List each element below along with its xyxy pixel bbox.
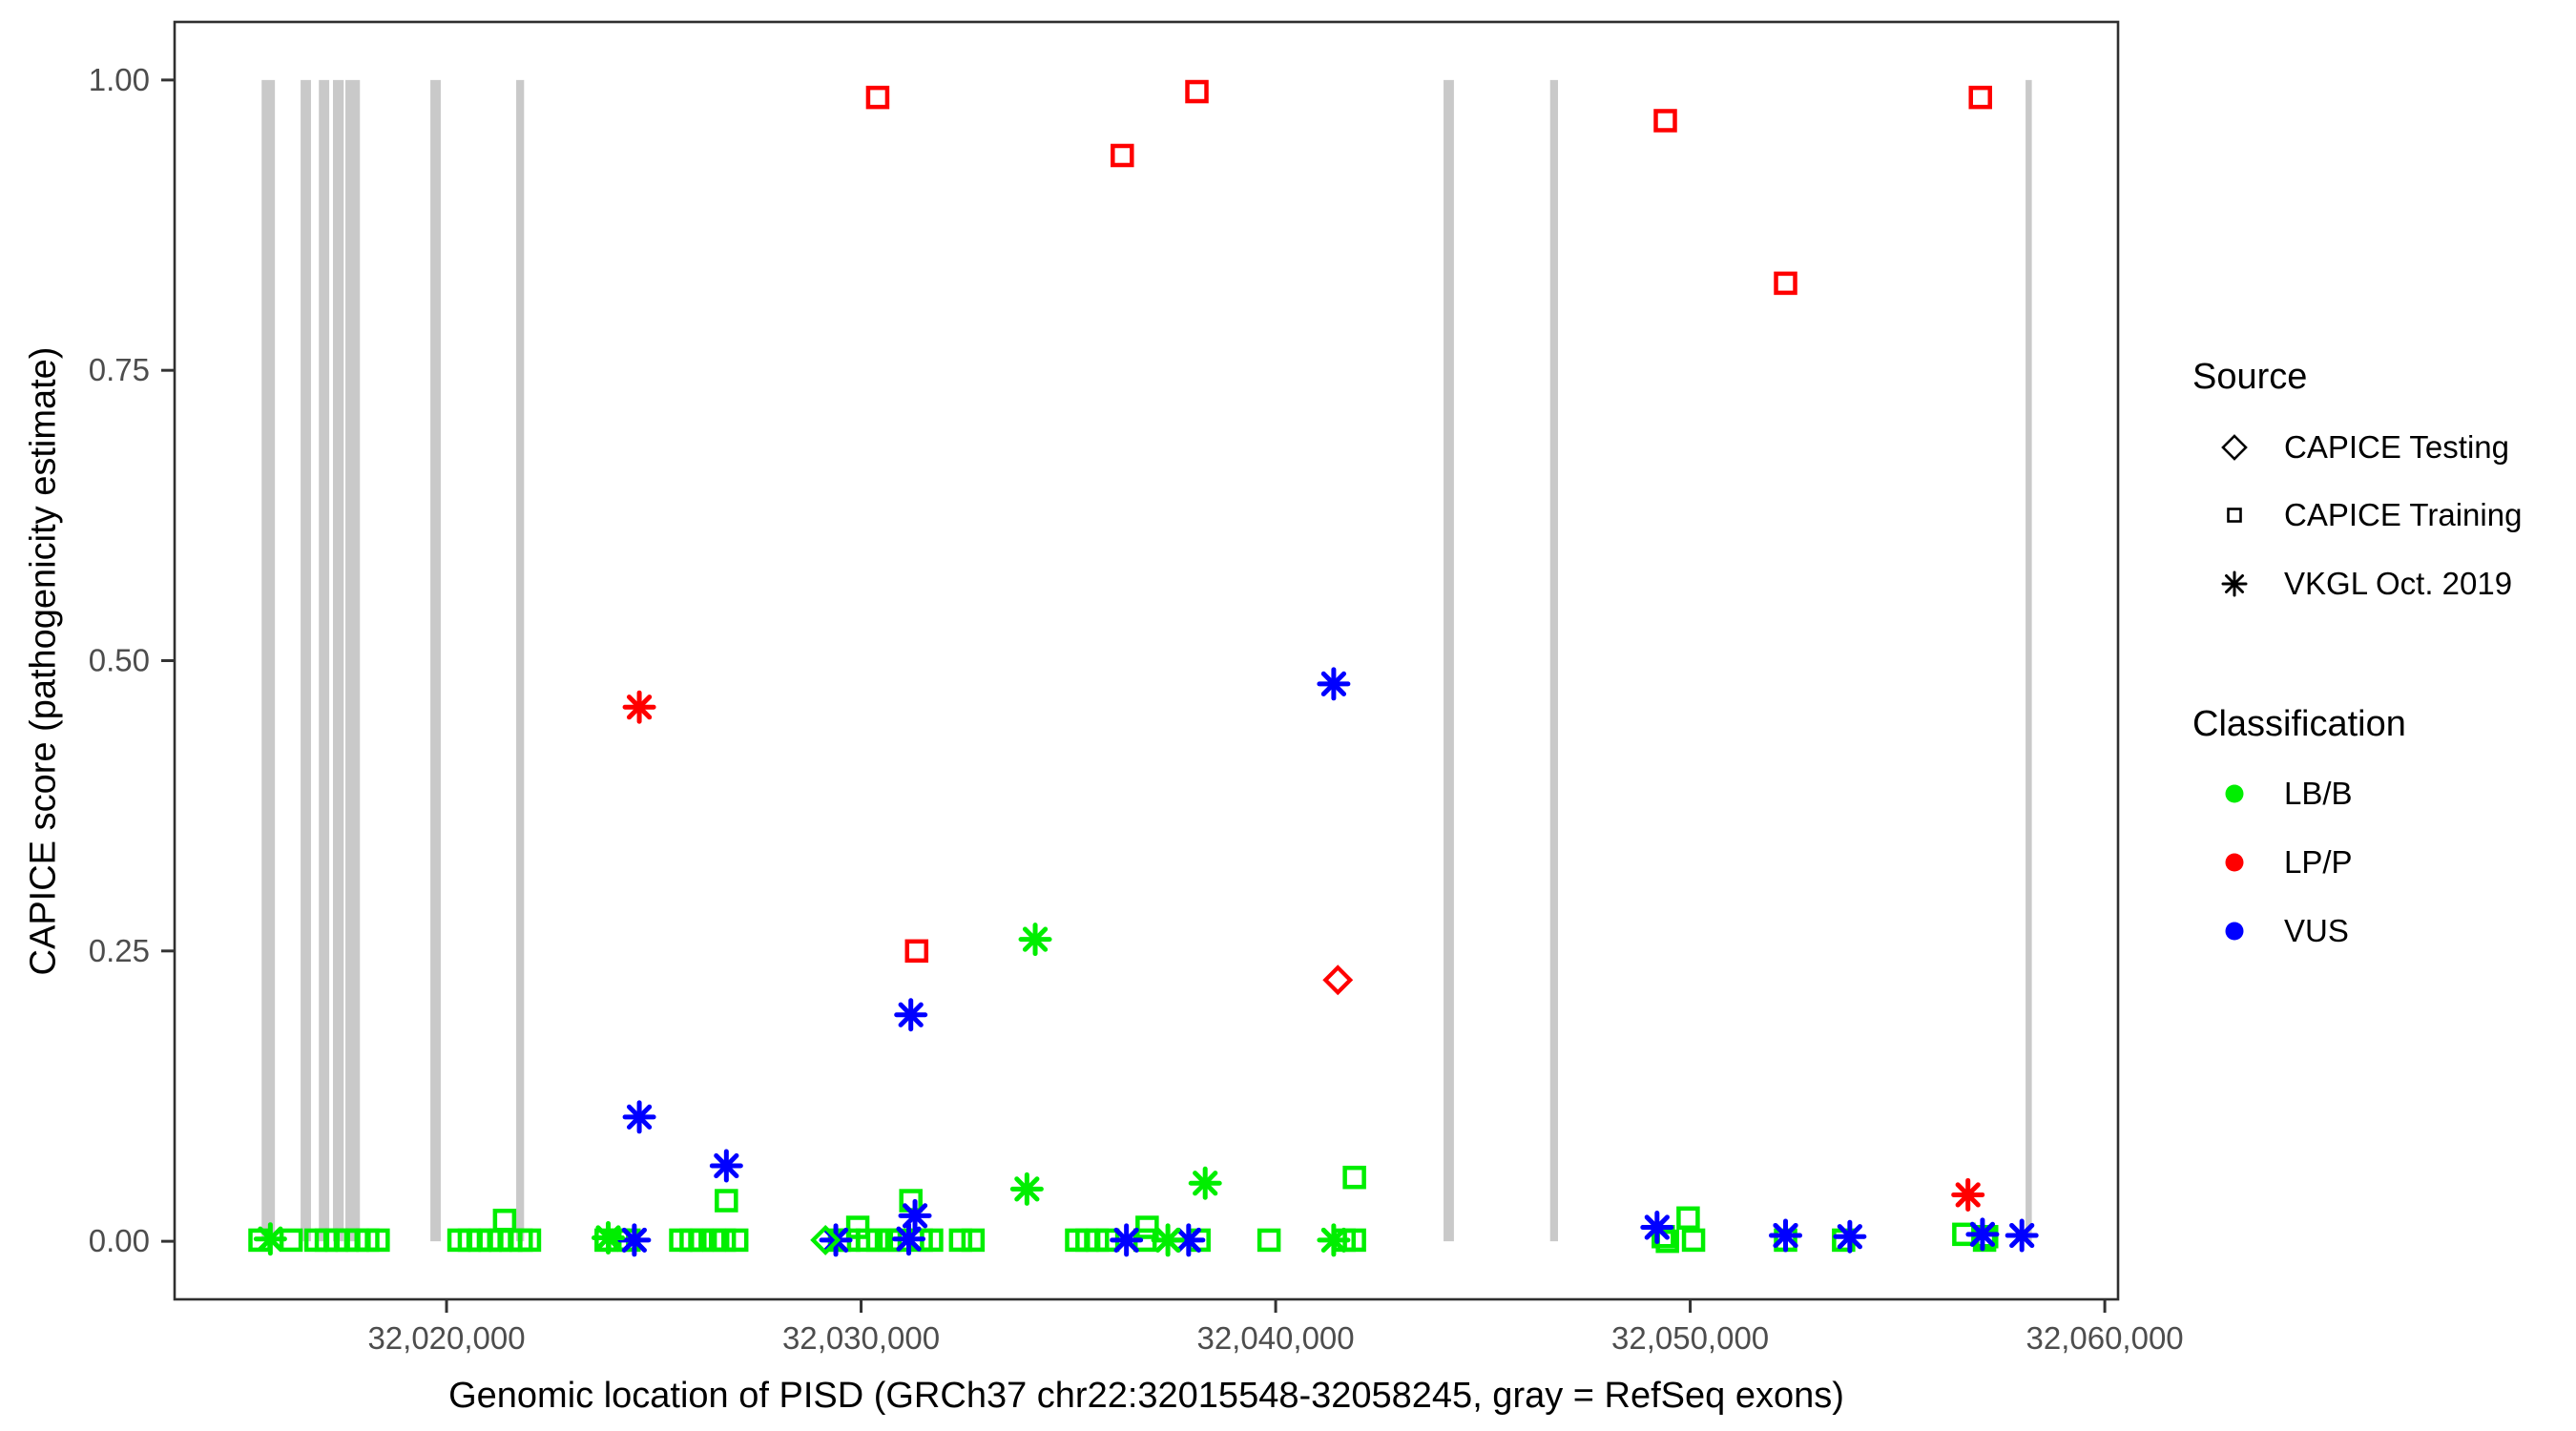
x-tick-label: 32,050,000: [1611, 1320, 1769, 1356]
legend-item-vkgl: VKGL Oct. 2019: [2213, 563, 2512, 605]
refseq-exon-bar: [2025, 79, 2032, 1242]
data-point-asterisk: [253, 1222, 287, 1256]
y-tick-label: 1.00: [89, 62, 150, 97]
data-point-asterisk: [898, 1198, 932, 1233]
x-tick-label: 32,040,000: [1196, 1320, 1354, 1356]
data-point-asterisk: [894, 998, 928, 1032]
data-point-asterisk: [1317, 667, 1351, 701]
legend-item-label: LB/B: [2284, 776, 2353, 811]
data-point-square: [690, 1228, 714, 1253]
data-point-asterisk: [1317, 1223, 1351, 1257]
data-point-asterisk: [622, 1100, 656, 1134]
legend-item-lbb: LB/B: [2213, 773, 2353, 815]
data-point-square: [948, 1228, 973, 1253]
legend-item-label: CAPICE Testing: [2284, 429, 2509, 465]
y-tick-label: 0.25: [89, 933, 150, 968]
legend-item-lpp: LP/P: [2213, 841, 2353, 883]
square-outline-icon: [2213, 494, 2255, 536]
legend-item-capice-training: CAPICE Training: [2213, 494, 2522, 536]
data-point-square: [1676, 1206, 1700, 1231]
data-point-square: [904, 939, 929, 964]
legend-item-label: LP/P: [2284, 844, 2353, 880]
data-point-asterisk: [2005, 1218, 2039, 1253]
refseq-exon-bar: [516, 79, 525, 1242]
panel-border: [173, 20, 2120, 1301]
data-point-square: [517, 1228, 542, 1253]
data-point-asterisk: [1110, 1223, 1144, 1257]
asterisk-icon: [2213, 563, 2255, 605]
refseq-exon-bar: [1444, 79, 1454, 1242]
x-axis-title: Genomic location of PISD (GRCh37 chr22:3…: [448, 1376, 1844, 1416]
data-point-square: [715, 1189, 738, 1213]
y-tick-label: 0.75: [89, 352, 150, 387]
data-point-asterisk: [1151, 1223, 1185, 1257]
data-point-square: [1111, 143, 1134, 168]
data-point-square: [712, 1228, 737, 1253]
data-point-asterisk: [1640, 1211, 1674, 1245]
data-point-asterisk: [1769, 1218, 1803, 1253]
refseq-exon-bar: [261, 79, 276, 1242]
data-point-asterisk: [617, 1223, 652, 1257]
x-tick-label: 32,060,000: [2026, 1320, 2184, 1356]
x-tick-label: 32,030,000: [782, 1320, 940, 1356]
data-point-square: [865, 85, 890, 110]
refseq-exon-bar: [301, 79, 311, 1242]
y-tick-label: 0.00: [89, 1223, 150, 1258]
data-point-asterisk: [1018, 923, 1052, 957]
data-point-square: [1257, 1228, 1281, 1253]
data-point-asterisk: [592, 1220, 626, 1255]
data-point-asterisk: [892, 1222, 926, 1256]
x-tick-label: 32,020,000: [367, 1320, 525, 1356]
data-point-square: [1968, 85, 1992, 110]
data-point-diamond: [1322, 964, 1354, 996]
data-point-asterisk: [1965, 1217, 2000, 1252]
refseq-exon-bar: [430, 79, 441, 1242]
data-point-asterisk: [1188, 1166, 1222, 1200]
data-point-square: [1185, 79, 1209, 104]
red-dot-icon: [2213, 841, 2255, 883]
y-tick-label: 0.50: [89, 643, 150, 678]
legend-item-label: CAPICE Training: [2284, 497, 2523, 532]
data-point-square: [366, 1228, 390, 1253]
legend-source-title: Source: [2192, 357, 2308, 397]
legend-item-vus: VUS: [2213, 910, 2349, 952]
data-point-asterisk: [622, 690, 656, 724]
legend-item-label: VKGL Oct. 2019: [2284, 566, 2513, 601]
legend-item-label: VUS: [2284, 913, 2349, 948]
data-point-square: [865, 1228, 890, 1253]
refseq-exon-bar: [1549, 79, 1558, 1242]
green-dot-icon: [2213, 773, 2255, 815]
data-point-square: [724, 1228, 749, 1253]
data-point-asterisk: [1833, 1219, 1867, 1254]
data-point-square: [1774, 271, 1797, 296]
legend-item-capice-testing: CAPICE Testing: [2213, 426, 2509, 468]
diamond-outline-icon: [2213, 426, 2255, 468]
data-point-asterisk: [709, 1149, 743, 1183]
data-point-square: [492, 1208, 517, 1233]
data-point-square: [1653, 109, 1677, 133]
data-point-asterisk: [1009, 1172, 1044, 1206]
data-point-diamond: [810, 1224, 841, 1255]
data-point-square: [1135, 1215, 1159, 1239]
refseq-exon-bar: [319, 79, 330, 1242]
data-point-square: [961, 1228, 986, 1253]
blue-dot-icon: [2213, 910, 2255, 952]
y-axis-title: CAPICE score (pathogenicity estimate): [23, 346, 64, 976]
legend-classification-title: Classification: [2192, 704, 2406, 744]
data-point-asterisk: [1951, 1177, 1985, 1212]
refseq-exon-bar: [332, 79, 344, 1242]
data-point-square: [1342, 1165, 1366, 1190]
refseq-exon-bar: [345, 79, 361, 1242]
data-point-square: [1681, 1228, 1706, 1253]
